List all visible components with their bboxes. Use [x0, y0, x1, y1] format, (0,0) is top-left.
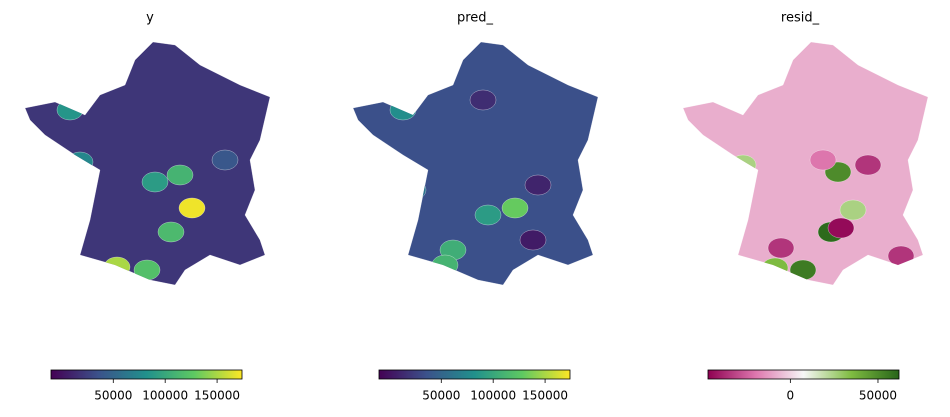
region: [431, 254, 459, 276]
region: [809, 149, 837, 171]
region: [519, 229, 547, 251]
tick-label: 50000: [422, 389, 460, 403]
region: [469, 89, 497, 111]
tick-label: 50000: [859, 389, 897, 403]
tick-label: 150000: [194, 389, 240, 403]
region: [66, 151, 94, 173]
region: [157, 221, 185, 243]
tick-label: 100000: [470, 389, 516, 403]
tick-label: 50000: [94, 389, 132, 403]
region: [761, 257, 789, 279]
region: [729, 154, 757, 176]
panel-title: pred_: [457, 11, 494, 26]
tick-label: 100000: [142, 389, 188, 403]
tick-label: 0: [787, 389, 795, 403]
region: [789, 259, 817, 281]
region: [767, 237, 795, 259]
colorbar: [50, 369, 243, 380]
panel-title: y: [146, 11, 154, 26]
region: [211, 149, 239, 171]
region: [24, 41, 271, 286]
region: [133, 259, 161, 281]
region: [524, 174, 552, 196]
region: [352, 41, 599, 286]
panel-title: resid_: [781, 11, 820, 26]
region: [389, 99, 417, 121]
colorbar: [378, 369, 571, 380]
map: [682, 41, 929, 286]
region: [474, 204, 502, 226]
colorbar: [707, 369, 900, 380]
region: [501, 197, 529, 219]
region: [141, 171, 169, 193]
region: [827, 217, 855, 239]
map: [352, 41, 599, 286]
region: [854, 154, 882, 176]
map: [24, 41, 271, 286]
region: [178, 197, 206, 219]
region: [839, 199, 867, 221]
region: [56, 99, 84, 121]
region: [103, 256, 131, 278]
region: [682, 41, 929, 286]
region: [166, 164, 194, 186]
tick-label: 150000: [522, 389, 568, 403]
region: [399, 179, 427, 201]
